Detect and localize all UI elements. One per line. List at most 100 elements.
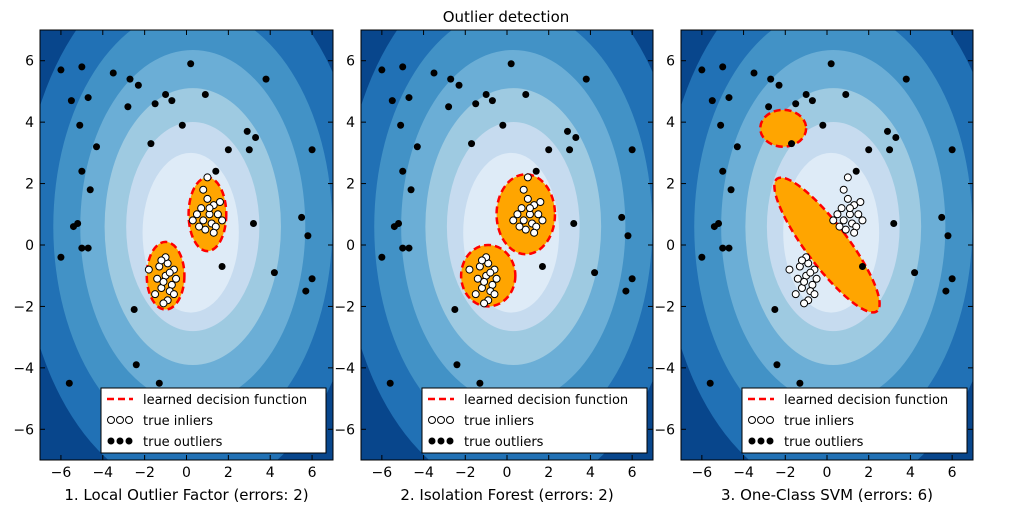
inlier-point bbox=[841, 225, 850, 234]
outlier-point bbox=[717, 121, 725, 129]
outlier-point bbox=[93, 143, 101, 151]
outlier-point bbox=[57, 66, 65, 74]
y-tick-label: 2 bbox=[666, 177, 675, 193]
outlier-point bbox=[476, 379, 484, 387]
outlier-point bbox=[168, 97, 176, 105]
outlier-point bbox=[488, 97, 496, 105]
outlier-point bbox=[245, 146, 253, 154]
legend-outlier-marker bbox=[757, 437, 765, 445]
legend-inlier-marker bbox=[116, 416, 124, 424]
outlier-point bbox=[308, 146, 316, 154]
legend-label-outliers: true outliers bbox=[143, 435, 223, 450]
outlier-point bbox=[249, 220, 257, 227]
outlier-point bbox=[397, 121, 405, 129]
y-tick-label: 2 bbox=[346, 177, 355, 193]
inlier-point bbox=[519, 216, 528, 225]
inlier-point bbox=[480, 277, 489, 286]
outlier-point bbox=[698, 66, 706, 74]
inlier-point bbox=[153, 274, 162, 283]
outlier-point bbox=[725, 94, 733, 102]
inlier-point bbox=[856, 198, 865, 206]
legend-label-decision: learned decision function bbox=[464, 393, 628, 408]
outlier-point bbox=[302, 287, 310, 295]
outlier-point bbox=[532, 167, 540, 175]
x-tick-label: 2 bbox=[224, 465, 233, 481]
outlier-point bbox=[67, 97, 75, 105]
legend-box bbox=[421, 387, 648, 454]
outlier-point bbox=[453, 361, 461, 369]
outlier-point bbox=[178, 121, 186, 129]
outlier-point bbox=[187, 60, 195, 68]
legend: learned decision function true inliers tru… bbox=[100, 387, 327, 454]
inlier-point bbox=[843, 173, 852, 182]
inlier-point bbox=[850, 228, 859, 237]
subplot-2: −6 −4 −2 0 2 4 6 −6 −4 −2 0 2 4 6 2. Isolation Forest … bbox=[334, 29, 654, 504]
x-tick-label: 4 bbox=[586, 465, 595, 481]
outlier-point bbox=[572, 134, 580, 141]
legend-inlier-marker bbox=[446, 416, 454, 424]
x-axis-label: 3. One-Class SVM (errors: 6) bbox=[721, 486, 933, 504]
outlier-point bbox=[399, 63, 407, 71]
outlier-point bbox=[788, 140, 796, 148]
outlier-point bbox=[890, 220, 898, 227]
x-axis-label: 1. Local Outlier Factor (errors: 2) bbox=[64, 486, 308, 504]
inlier-point bbox=[465, 265, 474, 274]
outlier-point bbox=[624, 232, 632, 240]
inlier-point bbox=[810, 290, 819, 299]
inlier-point bbox=[195, 222, 204, 231]
x-tick-label: 4 bbox=[906, 465, 915, 481]
inlier-point bbox=[530, 228, 539, 237]
inlier-point bbox=[793, 274, 802, 283]
outlier-point bbox=[132, 361, 140, 369]
inlier-point bbox=[839, 185, 848, 194]
x-tick-label: −2 bbox=[455, 465, 476, 481]
outlier-point bbox=[298, 213, 306, 221]
plot-area bbox=[40, 30, 333, 460]
outlier-point bbox=[628, 275, 636, 283]
outlier-point bbox=[796, 379, 804, 387]
x-tick-label: 0 bbox=[503, 465, 512, 481]
inlier-point bbox=[203, 173, 212, 182]
outlier-point bbox=[842, 91, 850, 98]
y-tick-label: −2 bbox=[13, 299, 34, 315]
outlier-point bbox=[792, 100, 800, 108]
outlier-point bbox=[78, 63, 86, 71]
inlier-point bbox=[791, 290, 800, 299]
outlier-point bbox=[708, 97, 716, 105]
legend-inlier-marker bbox=[107, 416, 115, 424]
inlier-point bbox=[471, 290, 480, 299]
legend-inlier-marker bbox=[748, 416, 756, 424]
outlier-point bbox=[304, 232, 312, 240]
outlier-point bbox=[388, 97, 396, 105]
y-tick-label: −6 bbox=[13, 422, 34, 438]
x-tick-label: −6 bbox=[51, 465, 72, 481]
x-tick-label: −4 bbox=[733, 465, 754, 481]
outlier-point bbox=[570, 220, 578, 227]
y-tick-label: 2 bbox=[25, 177, 34, 193]
outlier-point bbox=[74, 220, 82, 227]
outlier-point bbox=[719, 167, 727, 175]
inlier-point bbox=[213, 210, 222, 219]
outlier-point bbox=[765, 103, 773, 111]
legend-label-decision: learned decision function bbox=[143, 393, 307, 408]
x-tick-label: −6 bbox=[692, 465, 713, 481]
inlier-point bbox=[806, 268, 815, 277]
outlier-point bbox=[155, 379, 163, 387]
outlier-point bbox=[727, 186, 735, 194]
inlier-point bbox=[477, 256, 486, 265]
outlier-point bbox=[886, 146, 894, 154]
outlier-point bbox=[430, 69, 438, 77]
outlier-point bbox=[733, 143, 741, 151]
outlier-point bbox=[773, 361, 781, 369]
outlier-point bbox=[902, 75, 910, 83]
inlier-point bbox=[525, 204, 534, 213]
outlier-point bbox=[507, 60, 515, 68]
outlier-point bbox=[706, 379, 714, 387]
inlier-point bbox=[800, 277, 809, 286]
y-tick-label: 6 bbox=[25, 54, 34, 70]
outlier-point bbox=[499, 121, 507, 129]
inlier-point bbox=[515, 222, 524, 231]
outlier-point bbox=[455, 81, 463, 89]
outlier-point bbox=[948, 275, 956, 283]
inlier-point bbox=[215, 198, 224, 206]
